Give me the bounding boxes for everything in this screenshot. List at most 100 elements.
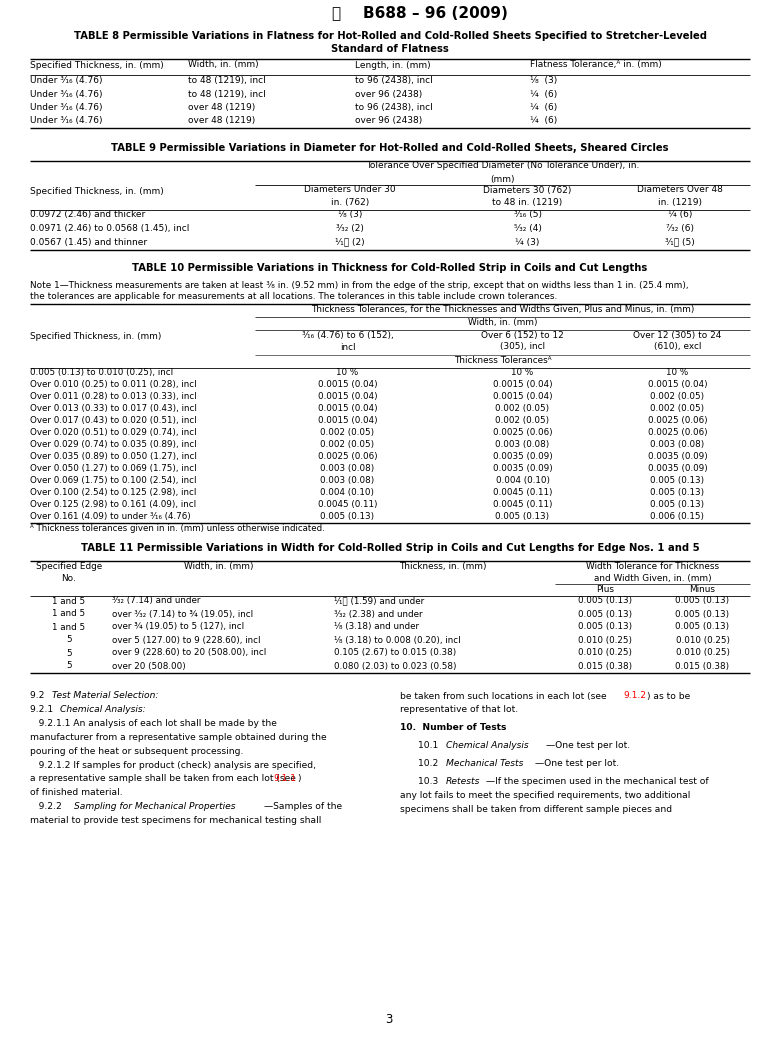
Text: 0.0972 (2.46) and thicker: 0.0972 (2.46) and thicker: [30, 210, 145, 220]
Text: 0.005 (0.13): 0.005 (0.13): [578, 596, 632, 606]
Text: 0.003 (0.08): 0.003 (0.08): [496, 440, 549, 450]
Text: 0.010 (0.25): 0.010 (0.25): [675, 649, 730, 658]
Text: Flatness Tolerance,ᴬ in. (mm): Flatness Tolerance,ᴬ in. (mm): [530, 60, 662, 70]
Text: over 96 (2438): over 96 (2438): [355, 90, 422, 99]
Text: 9.2: 9.2: [30, 691, 47, 701]
Text: 0.0045 (0.11): 0.0045 (0.11): [317, 501, 377, 509]
Text: 0.0035 (0.09): 0.0035 (0.09): [492, 464, 552, 474]
Text: 5: 5: [66, 661, 72, 670]
Text: 0.0971 (2.46) to 0.0568 (1.45), incl: 0.0971 (2.46) to 0.0568 (1.45), incl: [30, 224, 189, 233]
Text: TABLE 10 Permissible Variations in Thickness for Cold-Rolled Strip in Coils and : TABLE 10 Permissible Variations in Thick…: [132, 263, 647, 273]
Text: Under ³⁄₁₆ (4.76): Under ³⁄₁₆ (4.76): [30, 103, 103, 112]
Text: 0.0035 (0.09): 0.0035 (0.09): [647, 464, 707, 474]
Text: 0.010 (0.25): 0.010 (0.25): [578, 649, 632, 658]
Text: Specified Edge: Specified Edge: [36, 561, 102, 570]
Text: ³⁄₃₂ (7.14) and under: ³⁄₃₂ (7.14) and under: [112, 596, 201, 606]
Text: 5: 5: [66, 635, 72, 644]
Text: TABLE 11 Permissible Variations in Width for Cold-Rolled Strip in Coils and Cut : TABLE 11 Permissible Variations in Width…: [81, 543, 699, 553]
Text: 0.010 (0.25): 0.010 (0.25): [675, 635, 730, 644]
Text: ³⁄₁₆ (5): ³⁄₁₆ (5): [513, 210, 541, 220]
Text: Over 0.010 (0.25) to 0.011 (0.28), incl: Over 0.010 (0.25) to 0.011 (0.28), incl: [30, 380, 197, 389]
Text: over 20 (508.00): over 20 (508.00): [112, 661, 186, 670]
Text: Length, in. (mm): Length, in. (mm): [355, 60, 431, 70]
Text: 0.005 (0.13): 0.005 (0.13): [321, 512, 374, 522]
Text: Note 1—Thickness measurements are taken at least ³⁄₈ in. (9.52 mm) in from the e: Note 1—Thickness measurements are taken …: [30, 280, 689, 289]
Text: 0.005 (0.13): 0.005 (0.13): [675, 596, 730, 606]
Text: Over 0.035 (0.89) to 0.050 (1.27), incl: Over 0.035 (0.89) to 0.050 (1.27), incl: [30, 452, 197, 461]
Text: to 48 in. (1219): to 48 in. (1219): [492, 198, 562, 206]
Text: 0.0015 (0.04): 0.0015 (0.04): [648, 380, 707, 389]
Text: B688 – 96 (2009): B688 – 96 (2009): [363, 6, 508, 22]
Text: Thickness, in. (mm): Thickness, in. (mm): [399, 561, 486, 570]
Text: Over 0.017 (0.43) to 0.020 (0.51), incl: Over 0.017 (0.43) to 0.020 (0.51), incl: [30, 416, 197, 426]
Text: 0.002 (0.05): 0.002 (0.05): [321, 428, 374, 437]
Text: ⁷⁄₃₂ (6): ⁷⁄₃₂ (6): [666, 224, 694, 233]
Text: 0.0015 (0.04): 0.0015 (0.04): [317, 380, 377, 389]
Text: ᴬ Thickness tolerances given in in. (mm) unless otherwise indicated.: ᴬ Thickness tolerances given in in. (mm)…: [30, 524, 324, 533]
Text: of finished material.: of finished material.: [30, 788, 123, 797]
Text: 0.0025 (0.06): 0.0025 (0.06): [648, 428, 707, 437]
Text: over ¾ (19.05) to 5 (127), incl: over ¾ (19.05) to 5 (127), incl: [112, 623, 244, 632]
Text: Mechanical Tests: Mechanical Tests: [446, 759, 524, 768]
Text: 0.0015 (0.04): 0.0015 (0.04): [317, 392, 377, 401]
Text: Over 6 (152) to 12: Over 6 (152) to 12: [481, 331, 564, 340]
Text: 10.  Number of Tests: 10. Number of Tests: [400, 723, 506, 732]
Text: ¼  (6): ¼ (6): [530, 103, 557, 112]
Text: Diameters Over 48: Diameters Over 48: [637, 185, 723, 195]
Text: 0.0015 (0.04): 0.0015 (0.04): [492, 380, 552, 389]
Text: 5: 5: [66, 649, 72, 658]
Text: Thickness Tolerances, for the Thicknesses and Widths Given, Plus and Minus, in. : Thickness Tolerances, for the Thicknesse…: [311, 305, 694, 314]
Text: Plus: Plus: [596, 584, 614, 593]
Text: over 5 (127.00) to 9 (228.60), incl: over 5 (127.00) to 9 (228.60), incl: [112, 635, 261, 644]
Text: 9.2.2: 9.2.2: [30, 802, 65, 811]
Text: ¹⁄₁⁦ (1.59) and under: ¹⁄₁⁦ (1.59) and under: [334, 596, 424, 606]
Text: No.: No.: [61, 574, 76, 583]
Text: and Width Given, in. (mm): and Width Given, in. (mm): [594, 574, 711, 583]
Text: Specified Thickness, in. (mm): Specified Thickness, in. (mm): [30, 187, 163, 196]
Text: 0.002 (0.05): 0.002 (0.05): [496, 416, 549, 426]
Text: Under ³⁄₁₆ (4.76): Under ³⁄₁₆ (4.76): [30, 117, 103, 126]
Text: Over 12 (305) to 24: Over 12 (305) to 24: [633, 331, 722, 340]
Text: 0.005 (0.13): 0.005 (0.13): [650, 477, 705, 485]
Text: material to provide test specimens for mechanical testing shall: material to provide test specimens for m…: [30, 816, 321, 824]
Text: 0.002 (0.05): 0.002 (0.05): [650, 392, 705, 401]
Text: (305), incl: (305), incl: [500, 342, 545, 352]
Text: 10.2: 10.2: [418, 759, 441, 768]
Text: 0.080 (2.03) to 0.023 (0.58): 0.080 (2.03) to 0.023 (0.58): [334, 661, 457, 670]
Text: 0.003 (0.08): 0.003 (0.08): [321, 477, 375, 485]
Text: 1 and 5: 1 and 5: [52, 623, 86, 632]
Text: Specified Thickness, in. (mm): Specified Thickness, in. (mm): [30, 332, 161, 341]
Text: Over 0.125 (2.98) to 0.161 (4.09), incl: Over 0.125 (2.98) to 0.161 (4.09), incl: [30, 501, 196, 509]
Text: —Samples of the: —Samples of the: [264, 802, 342, 811]
Text: ¹⁄₈ (3): ¹⁄₈ (3): [338, 210, 363, 220]
Text: Over 0.011 (0.28) to 0.013 (0.33), incl: Over 0.011 (0.28) to 0.013 (0.33), incl: [30, 392, 197, 401]
Text: TABLE 8 Permissible Variations in Flatness for Hot-Rolled and Cold-Rolled Sheets: TABLE 8 Permissible Variations in Flatne…: [73, 31, 706, 41]
Text: 0.004 (0.10): 0.004 (0.10): [321, 488, 374, 498]
Text: 0.0045 (0.11): 0.0045 (0.11): [492, 501, 552, 509]
Text: (mm): (mm): [490, 175, 515, 183]
Text: over 96 (2438): over 96 (2438): [355, 117, 422, 126]
Text: 0.004 (0.10): 0.004 (0.10): [496, 477, 549, 485]
Text: 9.1.2: 9.1.2: [623, 691, 646, 701]
Text: over 9 (228.60) to 20 (508.00), incl: over 9 (228.60) to 20 (508.00), incl: [112, 649, 266, 658]
Text: 0.005 (0.13) to 0.010 (0.25), incl: 0.005 (0.13) to 0.010 (0.25), incl: [30, 369, 173, 377]
Text: 0.005 (0.13): 0.005 (0.13): [578, 623, 632, 632]
Text: Over 0.013 (0.33) to 0.017 (0.43), incl: Over 0.013 (0.33) to 0.017 (0.43), incl: [30, 404, 197, 413]
Text: 0.0025 (0.06): 0.0025 (0.06): [317, 452, 377, 461]
Text: 0.006 (0.15): 0.006 (0.15): [650, 512, 705, 522]
Text: 9.2.1: 9.2.1: [30, 706, 56, 714]
Text: to 48 (1219), incl: to 48 (1219), incl: [188, 76, 266, 85]
Text: 9.2.1.2 If samples for product (check) analysis are specified,: 9.2.1.2 If samples for product (check) a…: [30, 761, 316, 769]
Text: a representative sample shall be taken from each lot (see: a representative sample shall be taken f…: [30, 775, 299, 783]
Text: ³⁄₁⁦ (5): ³⁄₁⁦ (5): [665, 237, 695, 247]
Text: Under ³⁄₁₆ (4.76): Under ³⁄₁₆ (4.76): [30, 90, 103, 99]
Text: ⁵⁄₃₂ (4): ⁵⁄₃₂ (4): [513, 224, 541, 233]
Text: 0.0567 (1.45) and thinner: 0.0567 (1.45) and thinner: [30, 237, 147, 247]
Text: 0.005 (0.13): 0.005 (0.13): [650, 488, 705, 498]
Text: Width, in. (mm): Width, in. (mm): [188, 60, 258, 70]
Text: to 48 (1219), incl: to 48 (1219), incl: [188, 90, 266, 99]
Text: 0.005 (0.13): 0.005 (0.13): [578, 609, 632, 618]
Text: 1 and 5: 1 and 5: [52, 596, 86, 606]
Text: Over 0.069 (1.75) to 0.100 (2.54), incl: Over 0.069 (1.75) to 0.100 (2.54), incl: [30, 477, 197, 485]
Text: 9.2.1.1 An analysis of each lot shall be made by the: 9.2.1.1 An analysis of each lot shall be…: [30, 719, 277, 728]
